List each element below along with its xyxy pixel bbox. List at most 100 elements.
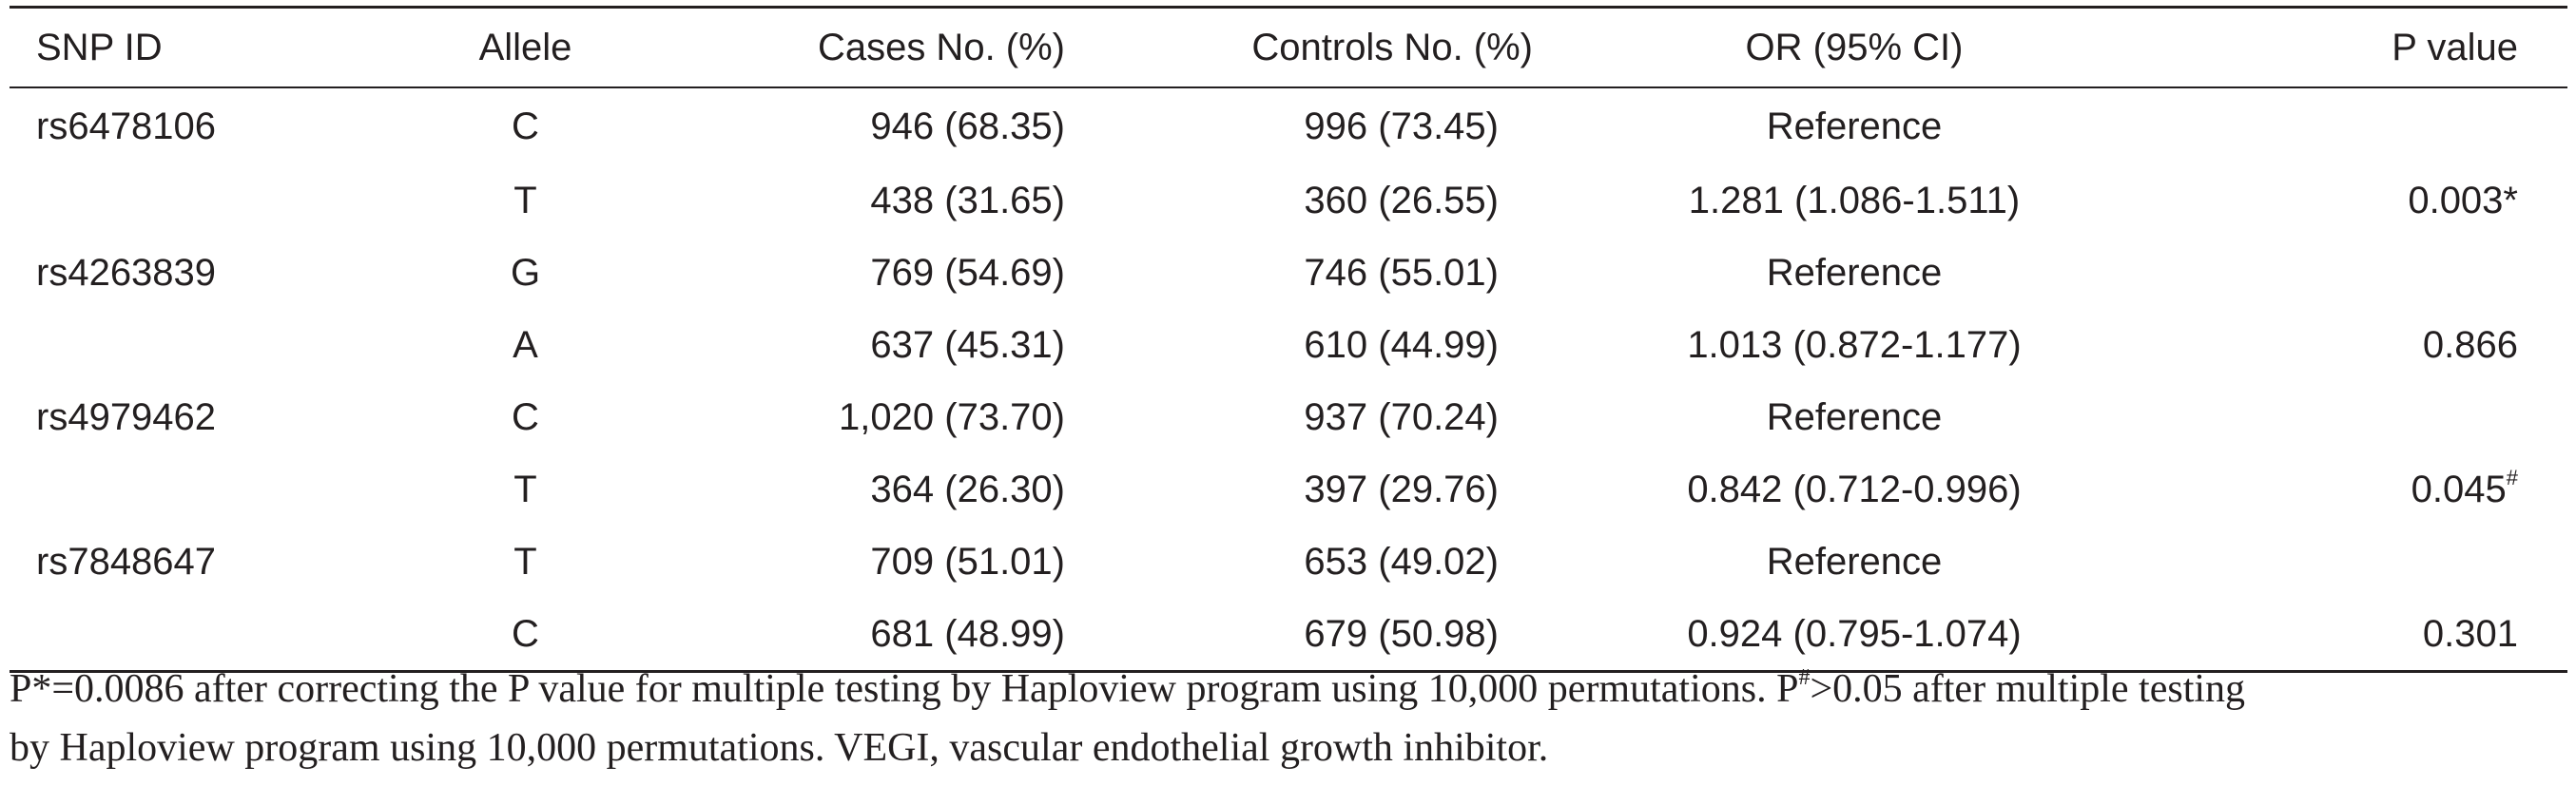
cell-allele: C [409, 598, 642, 670]
cell-snp-id [10, 309, 409, 381]
snp-table-container: SNP ID Allele Cases No. (%) Controls No.… [10, 6, 2567, 673]
cell-cases-text: 364 (26.30) [870, 468, 1065, 510]
cell-cases-text: 438 (31.65) [870, 179, 1065, 221]
cell-controls: 653 (49.02) [1065, 526, 1559, 598]
cell-allele: C [409, 88, 642, 164]
cell-or-text: 0.924 (0.795-1.074) [1687, 612, 2022, 655]
cell-snp-id-text: rs4263839 [36, 251, 217, 294]
cell-controls: 610 (44.99) [1065, 309, 1559, 381]
table-row: rs7848647 T 709 (51.01) 653 (49.02) Referenc… [10, 526, 2567, 598]
cell-controls: 360 (26.55) [1065, 164, 1559, 237]
snp-allele-table-body: rs6478106 C 946 (68.35) 996 (73.45) Referenc… [10, 88, 2567, 670]
header-p-value: P value [2392, 26, 2518, 68]
cell-cases-text: 1,020 (73.70) [839, 395, 1065, 438]
header-snp-id: SNP ID [36, 26, 163, 68]
cell-controls-text: 937 (70.24) [1304, 395, 1499, 438]
cell-p-value: 0.003* [2149, 164, 2567, 237]
table-footnote: P*=0.0086 after correcting the P value f… [10, 660, 2567, 777]
cell-or-text: 0.842 (0.712-0.996) [1687, 468, 2022, 510]
cell-p-value [2149, 526, 2567, 598]
cell-p-value [2149, 237, 2567, 309]
cell-cases: 709 (51.01) [642, 526, 1065, 598]
cell-allele-text: C [512, 612, 539, 655]
cell-or: Reference [1559, 237, 2149, 309]
cell-or-text: Reference [1766, 105, 1943, 147]
cell-p-value-text: 0.045 [2411, 468, 2507, 510]
cell-p-value: 0.866 [2149, 309, 2567, 381]
cell-p-value-text: 0.003* [2408, 179, 2518, 221]
cell-controls: 397 (29.76) [1065, 453, 1559, 526]
cell-allele-text: T [513, 179, 537, 221]
table-row: T 438 (31.65) 360 (26.55) 1.281 (1.086-1.51… [10, 164, 2567, 237]
cell-allele: T [409, 526, 642, 598]
cell-or-text: Reference [1766, 395, 1943, 438]
cell-p-value-text: 0.866 [2422, 323, 2518, 366]
header-controls: Controls No. (%) [1251, 26, 1533, 68]
cell-or-text: 1.281 (1.086-1.511) [1688, 179, 2021, 221]
cell-controls-text: 360 (26.55) [1304, 179, 1499, 221]
cell-cases-text: 709 (51.01) [870, 540, 1065, 583]
snp-allele-table: SNP ID Allele Cases No. (%) Controls No.… [10, 9, 2567, 86]
cell-cases: 681 (48.99) [642, 598, 1065, 670]
cell-controls-text: 746 (55.01) [1304, 251, 1499, 294]
cell-cases: 1,020 (73.70) [642, 381, 1065, 453]
header-rule [10, 86, 2567, 88]
footnote-part-2: >0.05 after multiple testing [1810, 667, 2246, 711]
cell-or: Reference [1559, 381, 2149, 453]
cell-controls: 746 (55.01) [1065, 237, 1559, 309]
header-or: OR (95% CI) [1745, 26, 1964, 68]
cell-allele: A [409, 309, 642, 381]
cell-p-value [2149, 381, 2567, 453]
cell-allele-text: A [513, 323, 538, 366]
cell-snp-id-text: rs4979462 [36, 395, 217, 438]
cell-or: 0.924 (0.795-1.074) [1559, 598, 2149, 670]
table-row: C 681 (48.99) 679 (50.98) 0.924 (0.795-1.07… [10, 598, 2567, 670]
top-rule [10, 6, 2567, 9]
cell-allele: T [409, 164, 642, 237]
cell-snp-id-text: rs7848647 [36, 540, 217, 583]
bottom-rule [10, 670, 2567, 673]
header-cases: Cases No. (%) [817, 26, 1065, 68]
cell-cases: 438 (31.65) [642, 164, 1065, 237]
cell-allele: T [409, 453, 642, 526]
cell-p-value: 0.301 [2149, 598, 2567, 670]
header-row: SNP ID Allele Cases No. (%) Controls No.… [10, 9, 2567, 86]
cell-or: Reference [1559, 88, 2149, 164]
cell-cases-text: 681 (48.99) [870, 612, 1065, 655]
cell-snp-id [10, 164, 409, 237]
cell-p-value-text: 0.301 [2422, 612, 2518, 655]
cell-or-text: 1.013 (0.872-1.177) [1687, 323, 2022, 366]
cell-cases-text: 946 (68.35) [870, 105, 1065, 147]
cell-allele: G [409, 237, 642, 309]
table-row: A 637 (45.31) 610 (44.99) 1.013 (0.872-1.17… [10, 309, 2567, 381]
cell-cases-text: 637 (45.31) [870, 323, 1065, 366]
cell-allele-text: T [513, 540, 537, 583]
cell-allele-text: G [510, 251, 541, 294]
cell-controls: 996 (73.45) [1065, 88, 1559, 164]
cell-controls: 937 (70.24) [1065, 381, 1559, 453]
table-row: rs4979462 C 1,020 (73.70) 937 (70.24) Refere… [10, 381, 2567, 453]
cell-snp-id-text: rs6478106 [36, 105, 217, 147]
footnote-hash-mark: # [1798, 665, 1811, 690]
cell-or: Reference [1559, 526, 2149, 598]
cell-or-text: Reference [1766, 540, 1943, 583]
cell-snp-id: rs7848647 [10, 526, 409, 598]
cell-snp-id: rs4263839 [10, 237, 409, 309]
cell-snp-id: rs4979462 [10, 381, 409, 453]
cell-snp-id [10, 453, 409, 526]
cell-cases: 946 (68.35) [642, 88, 1065, 164]
cell-controls-text: 397 (29.76) [1304, 468, 1499, 510]
cell-or: 0.842 (0.712-0.996) [1559, 453, 2149, 526]
cell-controls: 679 (50.98) [1065, 598, 1559, 670]
cell-controls-text: 653 (49.02) [1304, 540, 1499, 583]
cell-controls-text: 996 (73.45) [1304, 105, 1499, 147]
footnote-line-2: by Haploview program using 10,000 permut… [10, 726, 1549, 770]
header-allele: Allele [478, 26, 572, 68]
cell-controls-text: 610 (44.99) [1304, 323, 1499, 366]
cell-snp-id: rs6478106 [10, 88, 409, 164]
footnote-part-1: P*=0.0086 after correcting the P value f… [10, 667, 1799, 711]
footnote-line-1: P*=0.0086 after correcting the P value f… [10, 660, 2567, 719]
cell-or: 1.013 (0.872-1.177) [1559, 309, 2149, 381]
table-row: T 364 (26.30) 397 (29.76) 0.842 (0.712-0.99… [10, 453, 2567, 526]
cell-allele-text: C [512, 105, 539, 147]
